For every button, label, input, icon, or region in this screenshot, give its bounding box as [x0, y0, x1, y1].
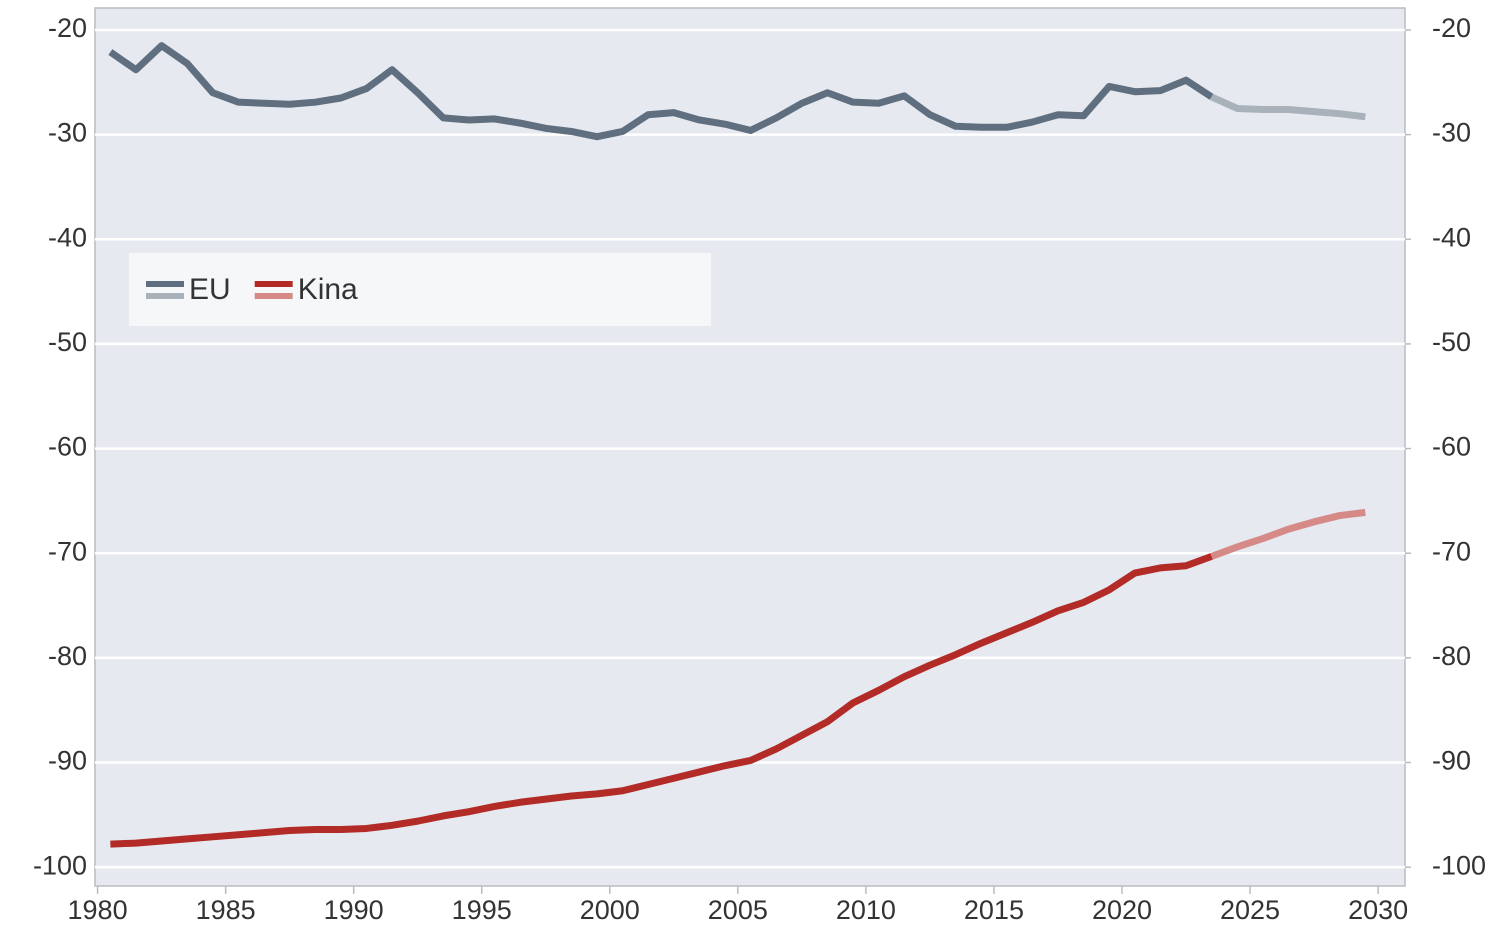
line [110, 553, 1213, 848]
y2-tick-label: -30 [1432, 118, 1471, 148]
x-tick-label: 2030 [1348, 895, 1408, 925]
legend-label: EU [189, 273, 231, 306]
x-tick-label: 2000 [580, 895, 640, 925]
x-tick-label: 1990 [324, 895, 384, 925]
x-tick-label: 2015 [964, 895, 1024, 925]
y-tick-label: -30 [48, 118, 87, 148]
x-tick-label: 1985 [196, 895, 256, 925]
lines [108, 42, 1366, 848]
x-tick-label: 2005 [708, 895, 768, 925]
y2-tick-label: -100 [1432, 850, 1486, 880]
x-tick-label: 2020 [1092, 895, 1152, 925]
y-tick-label: -90 [48, 746, 87, 776]
forecast-line [1210, 93, 1366, 121]
grid [95, 28, 1405, 869]
y2-tick-label: -80 [1432, 641, 1471, 671]
forecast-line [1210, 508, 1366, 560]
axes: -20 -30 -40 -50 -60 -70 -80 -90 -100 -20 -30 -40 -50… [33, 13, 1486, 925]
y-tick-label: -100 [33, 850, 87, 880]
legend-label: Kina [298, 273, 358, 306]
x-tick-label: 1980 [68, 895, 128, 925]
y-tick-label: -70 [48, 536, 87, 566]
y2-tick-label: -20 [1432, 13, 1471, 43]
x-tick-label: 2010 [836, 895, 896, 925]
x-tick-label: 1995 [452, 895, 512, 925]
y-tick-label: -20 [48, 13, 87, 43]
plot-area [94, 7, 1406, 887]
y-tick-label: -40 [48, 222, 87, 252]
y-tick-label: -80 [48, 641, 87, 671]
y2-tick-label: -70 [1432, 536, 1471, 566]
y2-tick-label: -60 [1432, 432, 1471, 462]
legend: EU Kina [129, 253, 711, 326]
y2-tick-label: -40 [1432, 222, 1471, 252]
y2-tick-label: -90 [1432, 746, 1471, 776]
x-tick-label: 2025 [1220, 895, 1280, 925]
y2-tick-label: -50 [1432, 327, 1471, 357]
legend-box [129, 253, 711, 326]
line [108, 42, 1214, 141]
y-tick-label: -60 [48, 432, 87, 462]
y-tick-label: -50 [48, 327, 87, 357]
